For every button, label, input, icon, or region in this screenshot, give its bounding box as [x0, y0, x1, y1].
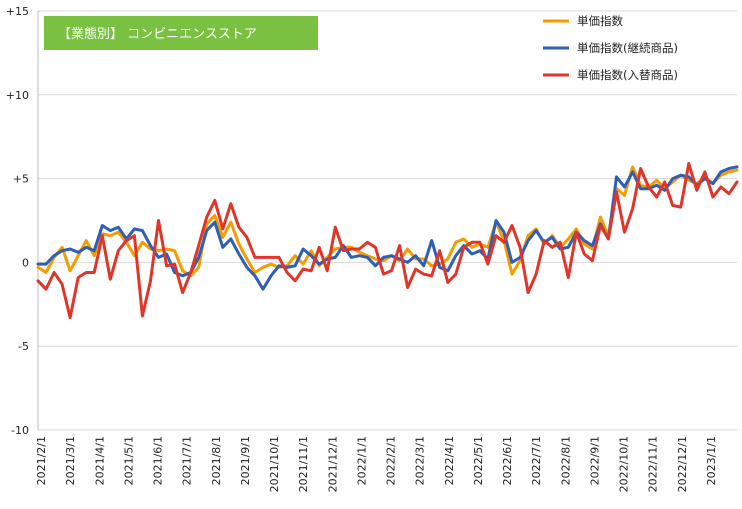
y-tick-label-3: 0 — [22, 256, 29, 269]
x-tick-label-18: 2022/8/1 — [559, 436, 572, 485]
x-axis-ticks: 2021/2/1 2021/3/1 2021/4/1 2021/5/1 2021/6/1… — [35, 436, 718, 492]
x-tick-label-20: 2022/10/1 — [618, 436, 631, 492]
gridlines — [38, 10, 737, 431]
x-tick-label-16: 2022/6/1 — [501, 436, 514, 485]
legend-item-1: 単価指数(継続商品) — [543, 41, 678, 55]
x-tick-label-2: 2021/4/1 — [93, 436, 106, 485]
x-tick-label-8: 2021/10/1 — [268, 436, 281, 492]
x-tick-label-15: 2022/5/1 — [472, 436, 485, 485]
y-axis-ticks: +15 +10 +5 0 -5 -10 — [6, 5, 29, 437]
x-tick-label-11: 2022/1/1 — [355, 436, 368, 485]
y-tick-label-4: -5 — [18, 340, 29, 353]
y-tick-label-5: -10 — [11, 424, 29, 437]
legend-label-1: 単価指数(継続商品) — [577, 41, 678, 55]
y-tick-label-2: +5 — [13, 173, 29, 186]
x-tick-label-23: 2023/1/1 — [705, 436, 718, 485]
legend-item-2: 単価指数(入替商品) — [543, 68, 678, 82]
x-tick-label-14: 2022/4/1 — [443, 436, 456, 485]
x-tick-label-10: 2021/12/1 — [326, 436, 339, 492]
legend-label-0: 単価指数 — [577, 14, 623, 28]
x-tick-label-21: 2022/11/1 — [647, 436, 660, 492]
series-line-2 — [36, 162, 739, 320]
series-line-0 — [36, 165, 739, 278]
x-tick-label-9: 2021/11/1 — [297, 436, 310, 492]
y-tick-label-0: +15 — [6, 5, 29, 18]
legend: 単価指数 単価指数(継続商品) 単価指数(入替商品) — [543, 14, 678, 82]
x-tick-label-1: 2021/3/1 — [64, 436, 77, 485]
x-tick-label-3: 2021/5/1 — [122, 436, 135, 485]
y-tick-label-1: +10 — [6, 89, 29, 102]
x-tick-label-22: 2022/12/1 — [676, 436, 689, 492]
x-tick-label-19: 2022/9/1 — [588, 436, 601, 485]
x-tick-label-0: 2021/2/1 — [35, 436, 48, 485]
legend-item-0: 単価指数 — [543, 14, 623, 28]
x-tick-label-6: 2021/8/1 — [210, 436, 223, 485]
chart-title-background — [44, 16, 318, 50]
x-tick-label-13: 2022/3/1 — [414, 436, 427, 485]
chart-title-box: 【業態別】 コンビニエンスストア — [44, 16, 318, 50]
series-lines — [36, 162, 739, 320]
legend-label-2: 単価指数(入替商品) — [577, 68, 678, 82]
x-tick-label-4: 2021/6/1 — [152, 436, 165, 485]
x-tick-label-5: 2021/7/1 — [181, 436, 194, 485]
chart-title: 【業態別】 コンビニエンスストア — [58, 26, 257, 42]
x-tick-label-17: 2022/7/1 — [530, 436, 543, 485]
x-tick-label-7: 2021/9/1 — [239, 436, 252, 485]
x-tick-label-12: 2022/2/1 — [385, 436, 398, 485]
